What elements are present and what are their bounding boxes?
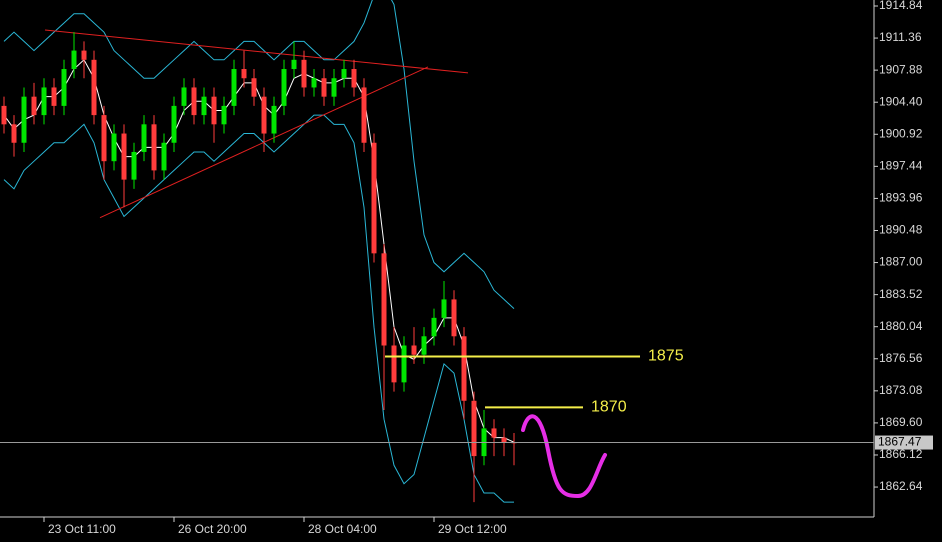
candle-body (51, 87, 57, 106)
y-tick-label: 1914.84 (879, 0, 923, 12)
candle-body (501, 437, 507, 443)
y-tick-label: 1907.88 (879, 62, 923, 76)
x-tick-label: 29 Oct 12:00 (438, 522, 507, 536)
candle-body (1, 105, 7, 125)
indicator-line (3, 59, 515, 443)
x-tick-label: 26 Oct 20:00 (178, 522, 247, 536)
indicator-line (3, 114, 514, 503)
candle-body (401, 345, 407, 383)
candle-body (181, 87, 187, 106)
y-tick-label: 1887.00 (879, 255, 923, 269)
candle-body (281, 69, 287, 106)
candle-body (61, 69, 67, 106)
candle-body (231, 69, 237, 106)
candle-body (111, 133, 117, 162)
y-tick-label: 1873.08 (879, 383, 923, 397)
y-tick-label: 1883.52 (879, 287, 923, 301)
candle-body (291, 59, 297, 70)
y-tick-label: 1890.48 (879, 223, 923, 237)
candle-body (381, 253, 387, 346)
y-tick-label: 1893.96 (879, 191, 923, 205)
candle-body (471, 400, 477, 457)
candle-body (341, 69, 347, 79)
y-tick-label: 1876.56 (879, 351, 923, 365)
candle-body (121, 133, 127, 180)
candle-body (251, 78, 257, 97)
candle-body (351, 69, 357, 88)
candle-body (391, 345, 397, 383)
candle-body (271, 105, 277, 134)
level-label: 1875 (648, 348, 684, 365)
candle-body (311, 78, 317, 88)
candle-body (261, 96, 267, 134)
candle-body (461, 336, 467, 401)
last-price-box (875, 435, 933, 450)
candle-body (91, 59, 97, 116)
y-tick-label: 1904.40 (879, 94, 923, 108)
candle-body (11, 124, 17, 143)
candle-body (421, 336, 427, 355)
candle-body (441, 299, 447, 318)
y-tick-label: 1862.64 (879, 479, 923, 493)
candle-body (371, 142, 377, 254)
candle-body (411, 345, 417, 355)
candle-body (161, 142, 167, 171)
candle-body (171, 105, 177, 143)
candle-body (331, 78, 337, 97)
candle-body (21, 96, 27, 143)
candle-body (431, 317, 437, 337)
candle-body (211, 96, 217, 125)
candle-body (361, 87, 367, 143)
candle-body (191, 87, 197, 116)
y-tick-label: 1866.12 (879, 447, 923, 461)
plot-area: 1875 1870 (1, 0, 684, 503)
candle-body (301, 59, 307, 88)
y-tick-label: 1900.92 (879, 126, 923, 140)
candle-body (201, 96, 207, 116)
y-tick-label: 1869.60 (879, 415, 923, 429)
indicator-line (3, 0, 515, 310)
last-price-label: 1867.47 (878, 435, 922, 449)
candle-body (321, 78, 327, 97)
level-label: 1870 (591, 399, 627, 416)
candle-body (101, 115, 107, 162)
candle-body (31, 96, 37, 116)
candle-body (241, 69, 247, 79)
candle-body (41, 87, 47, 116)
candle-body (131, 151, 137, 180)
drawn-curve (521, 414, 607, 499)
y-tick-label: 1880.04 (879, 319, 923, 333)
y-tick-label: 1911.36 (879, 30, 922, 44)
candle-body (491, 428, 497, 438)
candle-body (151, 124, 157, 171)
candle-body (451, 299, 457, 337)
x-tick-label: 23 Oct 11:00 (48, 522, 116, 536)
candle-body (141, 124, 147, 152)
x-tick-label: 28 Oct 04:00 (308, 522, 377, 536)
y-tick-label: 1897.44 (879, 159, 923, 173)
candle-body (81, 50, 87, 60)
candle-body (71, 50, 77, 70)
candle-body (221, 105, 227, 125)
trendline (44, 29, 469, 74)
